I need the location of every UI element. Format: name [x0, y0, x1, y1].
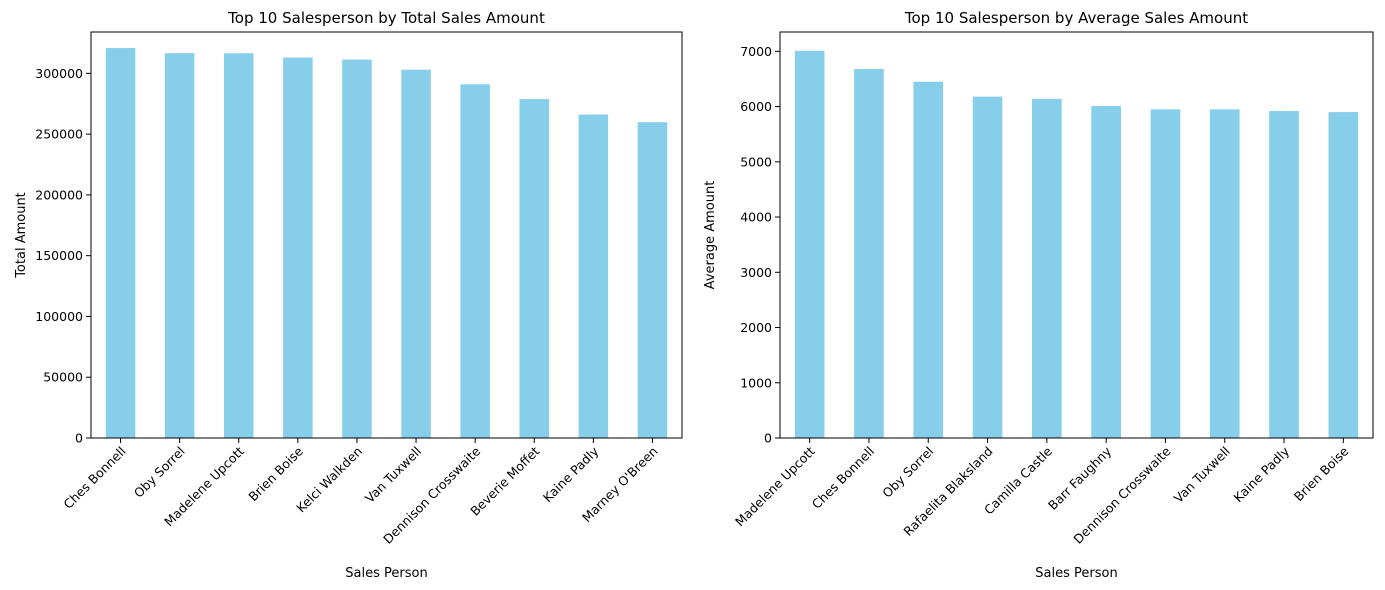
y-tick-label: 5000	[740, 154, 772, 169]
x-tick-label: Oby Sorrel	[131, 444, 188, 501]
x-tick-label: Ches Bonnell	[809, 444, 877, 512]
x-tick-label: Van Tuxwell	[1171, 444, 1233, 506]
bar	[1150, 109, 1181, 438]
chart-1: 0 50000 100000 150000 200000 250000 300000 Ches…	[14, 9, 683, 581]
bar	[794, 50, 825, 438]
y-tick-label: 7000	[740, 44, 772, 59]
x-tick-label: Kaine Padly	[1231, 443, 1293, 505]
bar	[578, 114, 609, 438]
x-tick-label: Van Tuxwell	[362, 444, 424, 506]
bar	[105, 48, 136, 439]
bar	[637, 122, 668, 438]
bar	[401, 69, 431, 439]
y-tick-label: 0	[764, 431, 772, 446]
bar	[1328, 112, 1359, 438]
y-tick-label: 3000	[740, 265, 772, 280]
bar	[972, 96, 1003, 438]
y-tick-label: 250000	[35, 127, 83, 142]
bar	[519, 99, 550, 438]
y-tick-label: 6000	[740, 99, 772, 114]
y-tick-label: 1000	[740, 375, 772, 390]
bar	[1091, 106, 1121, 439]
x-tick-label: Kaine Padly	[540, 443, 602, 505]
bar	[854, 69, 884, 438]
bar	[1209, 109, 1240, 438]
x-tick-label: Brien Boise	[245, 443, 306, 504]
plot-frame	[779, 31, 1374, 439]
x-tick-label: Dennison Crosswaite	[1070, 443, 1173, 546]
y-axis-label: Average Amount	[703, 181, 718, 290]
y-tick-label: 2000	[740, 320, 772, 335]
y-tick-label: 200000	[35, 187, 83, 202]
x-tick-label: Dennison Crosswaite	[380, 443, 483, 546]
chart-title: Top 10 Salesperson by Total Sales Amount	[227, 9, 545, 27]
y-tick-label: 50000	[43, 370, 83, 385]
bar	[913, 81, 944, 439]
y-tick-label: 100000	[35, 309, 83, 324]
x-tick-label: Oby Sorrel	[879, 444, 936, 501]
x-axis-label: Sales Person	[345, 566, 427, 581]
y-tick-label: 4000	[740, 210, 772, 225]
y-axis-label: Total Amount	[14, 192, 29, 279]
bar	[1269, 110, 1299, 439]
plot-frame	[90, 31, 683, 439]
chart-title: Top 10 Salesperson by Average Sales Amou…	[904, 9, 1248, 27]
x-tick-label: Brien Boise	[1291, 443, 1352, 504]
bar	[283, 57, 313, 438]
bar	[1032, 98, 1062, 438]
y-tick-label: 0	[75, 431, 83, 446]
y-tick-label: 300000	[35, 66, 83, 81]
bar	[164, 53, 195, 439]
bar	[460, 84, 490, 439]
x-axis-label: Sales Person	[1035, 566, 1117, 581]
bar	[342, 59, 372, 439]
x-tick-label: Ches Bonnell	[60, 444, 128, 512]
chart-2: 0 1000 2000 3000 4000 5000 6000 7000 Madelene Up…	[703, 9, 1374, 581]
y-tick-label: 150000	[35, 248, 83, 263]
x-tick-label: Madelene Upcott	[732, 443, 818, 529]
bar	[223, 53, 254, 439]
